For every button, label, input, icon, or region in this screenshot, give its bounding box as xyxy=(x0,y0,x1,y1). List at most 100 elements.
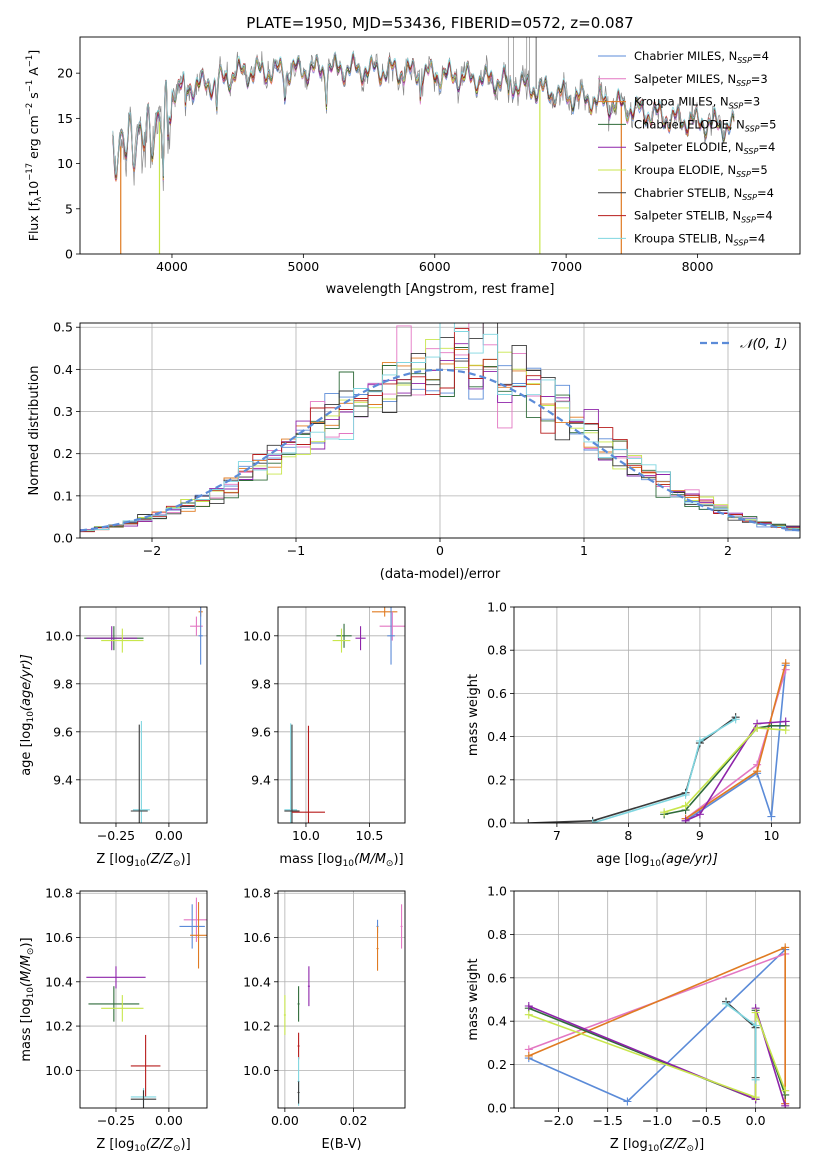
label-part: 10 xyxy=(343,859,355,869)
legend-entry: Kroupa ELODIE, NSSP=5 xyxy=(634,163,768,179)
label-part: =4 xyxy=(758,140,775,154)
plus-marker xyxy=(524,1010,533,1019)
axes-frame xyxy=(79,606,208,824)
plus-marker xyxy=(751,1093,760,1102)
plus-marker xyxy=(753,767,762,776)
y-tick-label: 1.0 xyxy=(487,600,507,615)
x-tick-label: 6000 xyxy=(419,259,451,274)
label-part: (age/yr)] xyxy=(19,654,34,711)
label-part: Salpeter STELIB, N xyxy=(634,209,741,223)
y-axis-label: mass weight xyxy=(466,674,481,756)
x-tick-label: 8000 xyxy=(682,259,714,274)
y-axis-label: mass [log10(M/M⊙)] xyxy=(19,937,36,1061)
x-tick-label: 0.02 xyxy=(340,1113,368,1128)
errorbar-point-salpeter_elodie xyxy=(86,626,138,651)
x-tick-label: 0.00 xyxy=(155,828,183,843)
label-part: =3 xyxy=(751,72,768,86)
plus-marker xyxy=(781,1086,790,1095)
x-tick-label: −0.25 xyxy=(97,828,135,843)
label-part: (Z/Z xyxy=(146,852,174,867)
x-axis-label: (data-model)/error xyxy=(380,567,501,582)
errorbar-point-salpeter_stelib xyxy=(297,1032,300,1060)
label-part: 10 xyxy=(134,1144,146,1154)
x-axis-label: Z [log10(Z/Z⊙)] xyxy=(96,852,190,869)
x-tick-label: 8 xyxy=(624,828,632,843)
plus-marker xyxy=(751,1008,760,1017)
label-part: E(B-V) xyxy=(321,1137,361,1152)
y-axis-label: mass weight xyxy=(466,958,481,1040)
errorbar-point-salpeter_elodie xyxy=(307,966,310,1007)
x-tick-label: 0.00 xyxy=(155,1113,183,1128)
x-tick-label: 7 xyxy=(553,828,561,843)
plot-area xyxy=(524,943,790,1108)
errorbar-point-chabrier_stelib xyxy=(130,1090,157,1108)
label-part: 10 xyxy=(648,1144,660,1154)
plus-marker xyxy=(781,717,790,726)
label-part: =4 xyxy=(756,209,773,223)
legend-entry: Chabrier STELIB, NSSP=4 xyxy=(634,186,774,202)
label-part: 10 xyxy=(649,859,661,869)
legend-entry: Chabrier ELODIE, NSSP=5 xyxy=(634,117,776,133)
errorbar-point-salpeter_stelib xyxy=(291,725,325,823)
label-part: ⊙ xyxy=(173,859,181,869)
label-part: Z [log xyxy=(96,852,134,867)
axes-frame xyxy=(79,890,208,1109)
panel-mass_vs_ebv: 0.00 0.02 10.0 10.2 10.4 10.6 10.8 E(B-V) xyxy=(243,886,406,1152)
plus-marker xyxy=(751,1021,760,1030)
label-part: SSP xyxy=(744,147,759,156)
label-part: =5 xyxy=(760,117,777,131)
errorbar-point-salpeter_stelib xyxy=(130,1034,161,1097)
plus-marker xyxy=(588,819,597,823)
chart-title: PLATE=1950, MJD=53436, FIBERID=0572, z=0… xyxy=(246,14,633,32)
label-part: mass [log xyxy=(19,998,34,1061)
errorbar-point-chabrier_miles xyxy=(198,607,203,665)
legend-entry: Salpeter ELODIE, NSSP=4 xyxy=(634,140,775,156)
plus-marker xyxy=(722,999,731,1008)
y-tick-label: 10.0 xyxy=(243,1063,271,1078)
label-part: Chabrier MILES, N xyxy=(634,49,737,63)
y-tick-label: 1.0 xyxy=(487,884,507,899)
label-part: 10 xyxy=(26,711,36,723)
panel-age_vs_Z: −0.25 0.009.49.69.810.0Z [log10(Z/Z⊙)]age… xyxy=(19,606,208,869)
plot-area xyxy=(84,607,203,823)
label-part: SSP xyxy=(736,79,751,88)
panel-weight_vs_Z: −2.0 −1.5 −1.0 −0.5 0.0 0.0 0.2 0.4 0.6 0.8 1.0 Z [… xyxy=(466,884,801,1154)
x-tick-label: 7000 xyxy=(550,259,582,274)
label-part: (M/M xyxy=(19,955,34,987)
label-part: A xyxy=(26,67,41,80)
y-tick-label: 9.4 xyxy=(251,772,271,787)
label-part: −1 xyxy=(25,55,35,68)
label-part: −17 xyxy=(25,163,35,181)
label-part: )] xyxy=(19,937,34,947)
y-tick-label: 5 xyxy=(65,201,73,216)
errorbar-point-salpeter_miles xyxy=(183,897,207,942)
y-tick-label: 10.2 xyxy=(243,1019,271,1034)
axes-frame xyxy=(513,606,801,824)
plus-marker xyxy=(681,801,690,810)
plus-marker xyxy=(681,790,690,799)
x-tick-label: 2 xyxy=(724,543,732,558)
label-part: ⊙ xyxy=(173,1144,181,1154)
label-part: =3 xyxy=(743,95,760,109)
x-tick-label: 10.0 xyxy=(292,828,320,843)
y-tick-label: 10.8 xyxy=(243,886,271,901)
label-part: SSP xyxy=(729,102,744,111)
y-tick-label: 10.8 xyxy=(45,886,73,901)
plus-marker xyxy=(731,715,740,724)
x-tick-label: 1 xyxy=(580,543,588,558)
y-tick-label: 10.6 xyxy=(45,930,73,945)
x-tick-label: −0.25 xyxy=(97,1113,135,1128)
y-tick-label: 9.6 xyxy=(53,724,73,739)
errorbar-point-chabrier_stelib xyxy=(297,1081,300,1104)
errorbar-point-kroupa_elodie xyxy=(101,628,144,653)
label-part: Salpeter ELODIE, N xyxy=(634,140,744,154)
errorbar-point-kroupa_elodie xyxy=(101,995,144,1022)
label-part: λ xyxy=(34,196,44,202)
label-part: Z [log xyxy=(610,1137,648,1152)
label-part: SSP xyxy=(741,216,756,225)
y-tick-label: 10.0 xyxy=(243,628,271,643)
plot-area xyxy=(112,37,735,254)
x-tick-label: −0.5 xyxy=(691,1113,721,1128)
